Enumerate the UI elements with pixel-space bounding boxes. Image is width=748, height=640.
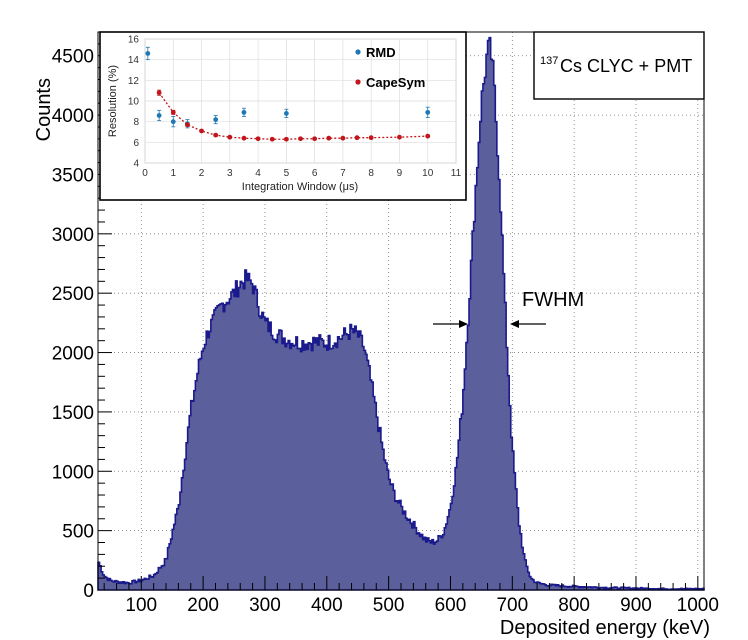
spectrum-area bbox=[97, 36, 705, 591]
inset-x-tick-label: 9 bbox=[397, 168, 403, 179]
capesym-point bbox=[241, 135, 247, 141]
source-label-frame bbox=[533, 31, 705, 100]
y-tick-label: 0 bbox=[83, 581, 94, 602]
inset-legend: RMD CapeSym bbox=[355, 45, 425, 90]
inset-x-tick-label: 10 bbox=[422, 168, 434, 179]
inset-y-tick-label: 4 bbox=[133, 159, 139, 170]
legend-capesym-marker bbox=[355, 79, 361, 85]
rmd-point bbox=[156, 113, 162, 118]
inset-grid bbox=[144, 38, 457, 164]
inset-x-tick-label: 0 bbox=[142, 168, 148, 179]
y-tick-label: 2500 bbox=[52, 284, 94, 305]
inset-x-axis-title: Integration Window (μs) bbox=[242, 181, 358, 193]
x-tick-label: 800 bbox=[558, 595, 590, 616]
capesym-point bbox=[340, 135, 346, 141]
capesym-point bbox=[425, 133, 431, 139]
source-label-box: 137 Cs CLYC + PMT bbox=[533, 31, 705, 100]
fwhm-label: FWHM bbox=[522, 289, 584, 311]
x-tick-label: 500 bbox=[373, 595, 405, 616]
capesym-point bbox=[185, 122, 190, 128]
inset-x-tick-label: 3 bbox=[227, 168, 233, 179]
rmd-point bbox=[145, 51, 151, 56]
capesym-point bbox=[156, 90, 162, 96]
inset-y-tick-label: 10 bbox=[128, 97, 140, 108]
inset-y-tick-label: 8 bbox=[133, 117, 139, 128]
x-axis-title: Deposited energy (keV) bbox=[500, 617, 710, 639]
capesym-point bbox=[170, 109, 176, 115]
y-tick-label: 4000 bbox=[52, 106, 94, 127]
y-tick-label: 1500 bbox=[52, 403, 94, 424]
inset-y-tick-label: 14 bbox=[128, 55, 140, 66]
x-tick-label: 300 bbox=[249, 595, 281, 616]
fwhm-right-arrowhead bbox=[510, 320, 519, 328]
x-tick-label: 600 bbox=[435, 595, 467, 616]
capesym-point bbox=[368, 135, 374, 141]
capesym-point bbox=[312, 136, 318, 142]
x-tick-label: 200 bbox=[187, 595, 219, 616]
inset-y-tick-label: 6 bbox=[133, 138, 139, 149]
y-tick-label: 1000 bbox=[52, 462, 94, 483]
y-tick-label: 500 bbox=[62, 522, 94, 543]
inset-y-tick-label: 16 bbox=[128, 35, 140, 46]
inset-y-axis-title: Resolution (%) bbox=[107, 65, 119, 137]
capesym-point bbox=[397, 134, 402, 140]
inset-x-tick-label: 8 bbox=[368, 168, 374, 179]
inset-x-tick-label: 1 bbox=[170, 168, 176, 179]
y-tick-label: 3500 bbox=[52, 165, 94, 186]
y-tick-label: 2000 bbox=[52, 344, 94, 365]
capesym-point bbox=[269, 136, 275, 142]
rmd-point bbox=[241, 109, 247, 115]
capesym-point bbox=[354, 135, 360, 141]
x-tick-label: 100 bbox=[125, 595, 157, 616]
legend-rmd-marker bbox=[355, 49, 361, 55]
main-tick-labels: 100 200 300 400 500 600 700 800 900 1000050010001… bbox=[52, 47, 719, 616]
capesym-point bbox=[213, 132, 219, 138]
capesym-point bbox=[199, 128, 204, 134]
y-tick-label: 3000 bbox=[52, 225, 94, 246]
capesym-point bbox=[326, 135, 332, 141]
inset-y-tick-label: 12 bbox=[128, 76, 140, 87]
inset-x-tick-label: 11 bbox=[451, 168, 462, 179]
rmd-point bbox=[283, 111, 289, 116]
inset-points bbox=[145, 46, 431, 142]
capesym-point bbox=[227, 134, 233, 140]
x-tick-label: 400 bbox=[311, 595, 343, 616]
fwhm-annotation: FWHM bbox=[433, 289, 584, 328]
capesym-point bbox=[255, 136, 261, 142]
source-label-sup: 137 bbox=[540, 55, 558, 67]
rmd-point bbox=[213, 117, 219, 122]
capesym-point bbox=[283, 136, 289, 142]
inset-x-tick-label: 2 bbox=[199, 168, 205, 179]
capesym-point bbox=[298, 136, 303, 142]
rmd-point bbox=[170, 119, 176, 125]
x-tick-label: 700 bbox=[496, 595, 528, 616]
fwhm-left-arrowhead bbox=[459, 320, 468, 328]
x-tick-label: 900 bbox=[620, 595, 652, 616]
inset-x-tick-label: 6 bbox=[312, 168, 318, 179]
y-tick-label: 4500 bbox=[52, 47, 94, 68]
source-label-text: Cs CLYC + PMT bbox=[560, 56, 692, 76]
inset-x-tick-label: 4 bbox=[255, 168, 261, 179]
inset-x-tick-label: 7 bbox=[340, 168, 346, 179]
rmd-point bbox=[425, 109, 431, 115]
inset-x-tick-label: 5 bbox=[284, 168, 290, 179]
legend-capesym-label: CapeSym bbox=[366, 75, 425, 90]
legend-rmd-label: RMD bbox=[366, 45, 396, 60]
y-axis-title: Counts bbox=[33, 78, 55, 141]
x-tick-label: 1000 bbox=[677, 595, 719, 616]
